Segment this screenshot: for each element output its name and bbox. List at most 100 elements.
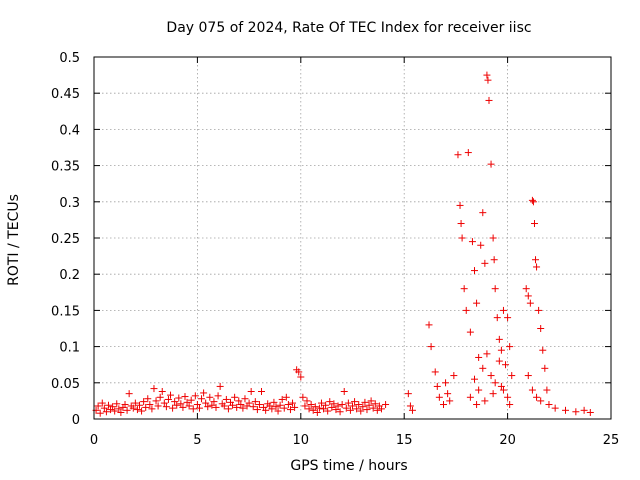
data-point [94,402,102,410]
data-point [537,325,545,332]
data-point [543,386,551,394]
data-point [204,403,212,411]
data-point [499,306,507,314]
y-tick-label: 0 [72,413,80,428]
data-point [173,401,181,409]
data-point [338,401,346,409]
data-point [305,405,313,413]
data-point [135,401,143,409]
data-point [309,406,317,414]
data-point [320,405,328,413]
data-point [297,373,305,381]
data-point [444,390,452,398]
data-point [140,398,148,406]
data-point [404,390,412,398]
data-point [462,306,470,314]
data-point [361,398,369,406]
data-point [495,335,503,343]
data-point [144,395,152,403]
data-point [342,404,350,412]
data-point [239,404,247,412]
data-point [528,386,536,394]
data-point [349,402,356,410]
data-point [324,407,332,415]
data-point [382,401,390,409]
data-point [502,361,510,369]
data-point [241,395,249,403]
data-point [427,343,435,351]
data-point [580,406,588,414]
data-point [344,399,352,407]
data-point [142,403,150,411]
data-point [373,406,381,414]
data-point [483,350,491,358]
data-point [446,397,454,405]
data-point [491,379,499,387]
x-tick-label: 5 [193,433,201,448]
data-point [328,403,336,411]
data-point [359,403,367,411]
x-tick-label: 0 [90,433,98,448]
data-point [152,397,160,405]
data-point [406,402,414,410]
data-point [113,400,121,408]
data-point [162,403,170,411]
data-point [115,405,123,413]
data-point [202,399,210,407]
data-point [282,393,290,401]
data-point [466,393,474,401]
y-tick-labels: 0 0.05 0.1 0.15 0.2 0.25 0.3 0.35 0.4 0.45 0.5 [51,51,80,428]
data-point [439,401,447,409]
data-point [346,406,354,414]
data-point [457,220,465,228]
data-point [262,406,270,414]
data-point [355,401,363,409]
data-point [326,398,334,406]
y-tick-label: 0.5 [59,51,80,66]
data-point [185,402,193,410]
x-tick-labels: 0 5 10 15 20 25 [90,433,619,448]
plot-frame [93,56,612,420]
data-point [313,408,321,416]
data-point [189,405,197,413]
data-point [125,390,133,398]
data-point [270,398,278,406]
data-point [365,401,373,409]
data-point [322,401,330,409]
data-point [481,397,489,405]
data-point [245,399,253,407]
y-tick-label: 0.4 [59,123,80,138]
chart-title: Day 075 of 2024, Rate Of TEC Index for r… [166,20,531,36]
data-point [456,201,464,209]
data-point [508,372,516,380]
data-point [214,392,222,400]
data-point [253,406,261,414]
data-point [336,408,344,416]
data-point [334,402,342,410]
y-axis-title: ROTI / TECUs [6,194,22,286]
data-point [247,387,255,395]
data-point [539,346,547,354]
data-point [129,404,137,412]
data-point [524,292,532,300]
y-tick-label: 0.15 [51,304,80,319]
data-point [231,393,239,401]
data-point [479,209,487,217]
data-point [475,386,483,394]
data-point [109,403,117,411]
data-point [425,321,433,329]
data-point [146,401,154,409]
data-point [471,375,479,383]
data-point [200,389,208,397]
data-point [562,406,570,414]
data-point [258,387,266,395]
data-point [363,406,371,414]
y-tick-label: 0.05 [51,377,80,392]
data-point [187,396,195,404]
data-point [524,372,532,380]
data-point [475,353,483,361]
data-point [529,198,537,206]
data-point [311,403,319,411]
data-point [491,285,499,293]
